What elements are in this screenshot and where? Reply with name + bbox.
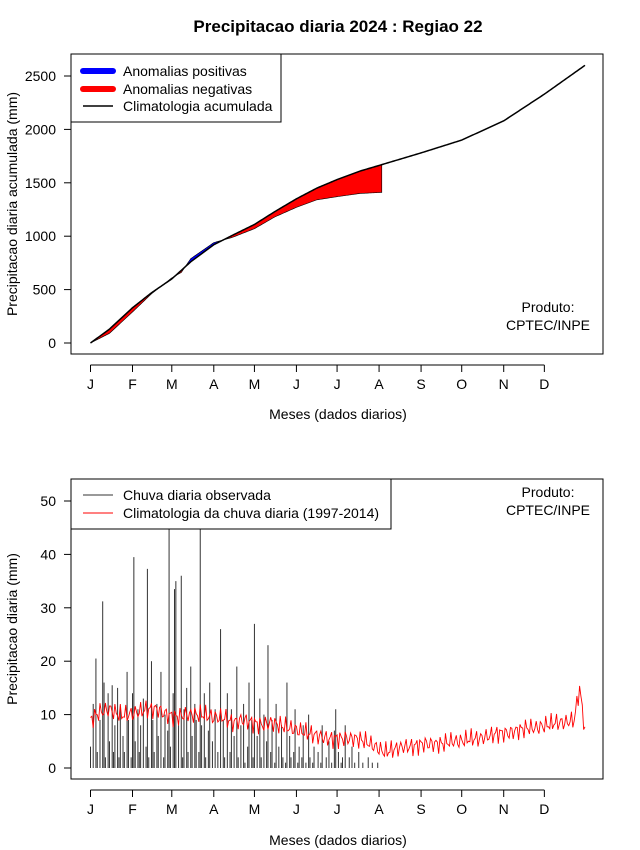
daily-x-tick-label: A [374,801,384,817]
cumulative-x-tick-label: D [539,376,549,392]
legend-climatology-label: Climatologia acumulada [123,98,273,114]
cumulative-x-tick-label: A [209,376,219,392]
cumulative-x-tick-label: S [416,376,425,392]
daily-y-tick-label: 0 [48,760,56,776]
cumulative-x-tick-label: M [249,376,261,392]
cumulative-y-axis: 0 500 1000 1500 2000 2500 [25,68,72,351]
daily-x-tick-label: J [293,801,300,817]
daily-x-label: Meses (dados diarios) [269,832,407,848]
daily-x-tick-label: S [416,801,425,817]
cumulative-x-tick-label: J [87,376,94,392]
legend-daily-climatology-label: Climatologia da chuva diaria (1997-2014) [123,505,379,521]
daily-y-tick-label: 50 [40,493,56,509]
daily-chart: 0 10 20 30 40 50 J F M A M J J A S O N D Meses (dados di… [4,478,604,848]
daily-x-tick-label: O [456,801,467,817]
product-source: CPTEC/INPE [506,317,590,333]
daily-x-tick-label: J [87,801,94,817]
cumulative-x-tick-label: M [166,376,178,392]
daily-x-tick-label: D [539,801,549,817]
daily-climatology-line [90,685,586,758]
cumulative-x-tick-label: O [456,376,467,392]
daily-y-tick-label: 30 [40,600,56,616]
cumulative-plot-area [90,64,586,344]
cumulative-y-tick-label: 1500 [25,175,56,191]
cumulative-x-label: Meses (dados diarios) [269,406,407,422]
daily-x-tick-label: J [334,801,341,817]
cumulative-y-tick-label: 1000 [25,228,56,244]
cumulative-x-tick-label: J [293,376,300,392]
daily-product-source: CPTEC/INPE [506,502,590,518]
chart-title: Precipitacao diaria 2024 : Regiao 22 [193,17,482,36]
daily-y-tick-label: 40 [40,546,56,562]
daily-x-tick-label: M [166,801,178,817]
legend-negative-label: Anomalias negativas [123,81,252,97]
legend-positive-label: Anomalias positivas [123,63,247,79]
daily-y-label: Precipitacao diaria (mm) [4,553,20,705]
cumulative-y-tick-label: 2500 [25,68,56,84]
daily-x-tick-label: A [209,801,219,817]
climatology-cumulative-line [90,64,586,344]
cumulative-x-tick-label: N [499,376,509,392]
daily-y-tick-label: 10 [40,707,56,723]
daily-product-label: Produto: [522,484,575,500]
cumulative-y-tick-label: 500 [33,282,57,298]
cumulative-x-tick-label: J [334,376,341,392]
cumulative-x-tick-label: A [374,376,384,392]
positive-anomaly-area [185,238,225,268]
cumulative-legend: Anomalias positivas Anomalias negativas … [70,53,282,123]
daily-legend: Chuva diaria observada Climatologia da c… [70,478,392,530]
cumulative-x-tick-label: F [128,376,137,392]
daily-plot-area [90,479,586,768]
cumulative-chart: 0 500 1000 1500 2000 2500 J F M A M J J A S O N D Meses … [4,53,604,422]
product-label: Produto: [522,299,575,315]
daily-x-tick-label: F [128,801,137,817]
cumulative-y-tick-label: 0 [48,335,56,351]
daily-legend-box [70,478,392,530]
legend-observed-label: Chuva diaria observada [123,487,271,503]
daily-x-tick-label: M [249,801,261,817]
daily-x-tick-label: N [499,801,509,817]
daily-y-tick-label: 20 [40,653,56,669]
cumulative-y-label: Precipitacao diaria acumulada (mm) [4,92,20,316]
daily-y-axis: 0 10 20 30 40 50 [40,493,72,776]
cumulative-y-tick-label: 2000 [25,121,56,137]
